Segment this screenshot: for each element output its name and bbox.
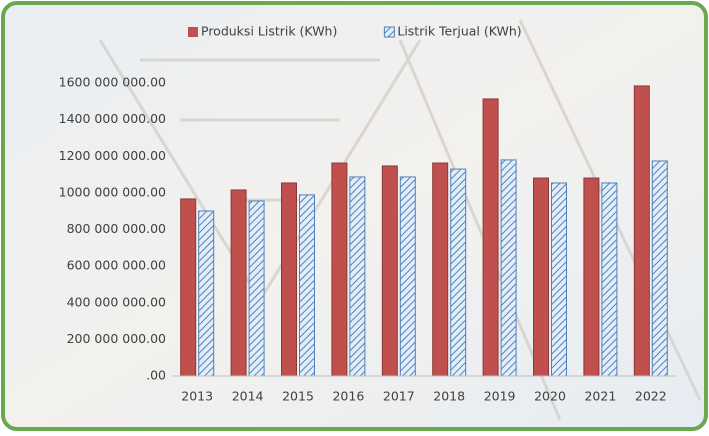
bar (501, 160, 516, 376)
x-tick-label: 2021 (584, 389, 616, 404)
y-tick-label: 1600 000 000.00 (59, 75, 166, 90)
x-tick-label: 2018 (433, 389, 465, 404)
x-tick-label: 2022 (635, 389, 667, 404)
y-tick-label: 1400 000 000.00 (59, 111, 166, 126)
bar (300, 195, 315, 376)
bar (199, 211, 214, 376)
x-tick-label: 2016 (332, 389, 364, 404)
bar (433, 163, 448, 376)
bar (534, 178, 549, 376)
bar (350, 177, 365, 376)
x-tick-label: 2017 (383, 389, 415, 404)
bar (382, 166, 397, 376)
bar (332, 163, 347, 376)
legend-label: Produksi Listrik (KWh) (201, 24, 337, 39)
bar (483, 99, 498, 376)
bar (231, 190, 246, 376)
bar (602, 183, 617, 376)
bar (181, 199, 196, 376)
bar (282, 183, 297, 376)
x-tick-label: 2014 (232, 389, 264, 404)
y-tick-label: 1000 000 000.00 (59, 184, 166, 199)
bar (249, 201, 264, 376)
chart: .00 200 000 000.00 400 000 000.00 600 000 0… (0, 0, 709, 432)
y-tick-label: 400 000 000.00 (67, 294, 166, 309)
bar (451, 169, 466, 376)
x-tick-label: 2020 (534, 389, 566, 404)
x-tick-label: 2019 (484, 389, 516, 404)
y-tick-label: .00 (146, 368, 166, 383)
bar (552, 183, 567, 376)
x-tick-label: 2013 (181, 389, 213, 404)
y-tick-label: 200 000 000.00 (67, 331, 166, 346)
x-tick-label: 2015 (282, 389, 314, 404)
bar (652, 161, 667, 376)
bar (400, 177, 415, 376)
bar (634, 86, 649, 376)
y-tick-label: 800 000 000.00 (67, 221, 166, 236)
bar (584, 178, 599, 376)
legend-swatch (384, 27, 394, 37)
y-tick-label: 1200 000 000.00 (59, 148, 166, 163)
legend-swatch (188, 27, 198, 37)
legend-label: Listrik Terjual (KWh) (397, 24, 521, 39)
y-tick-label: 600 000 000.00 (67, 258, 166, 273)
